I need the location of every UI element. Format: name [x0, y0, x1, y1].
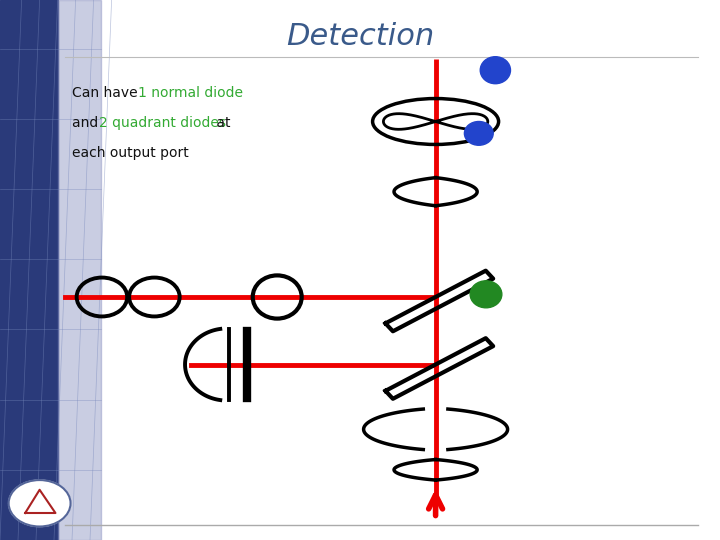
Text: 1 normal diode: 1 normal diode [138, 86, 243, 100]
Text: Detection: Detection [286, 22, 434, 51]
Circle shape [9, 480, 71, 526]
Text: each output port: each output port [72, 146, 189, 160]
Text: at: at [212, 116, 230, 130]
Ellipse shape [480, 57, 510, 84]
Text: and: and [72, 116, 103, 130]
Ellipse shape [464, 122, 493, 145]
Ellipse shape [470, 281, 502, 308]
Text: Can have: Can have [72, 86, 142, 100]
Text: 2 quadrant diodes: 2 quadrant diodes [99, 116, 225, 130]
Bar [0, 0, 58, 540]
Bar [58, 0, 101, 540]
